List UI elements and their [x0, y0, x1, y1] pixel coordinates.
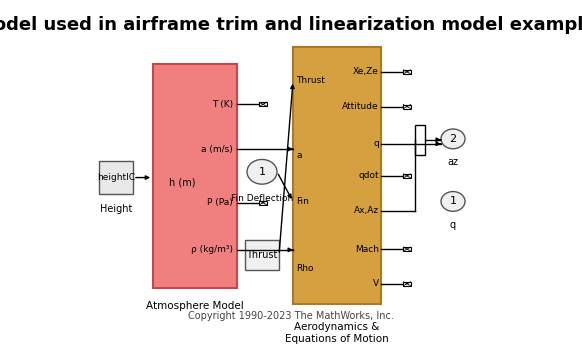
Circle shape [247, 160, 277, 184]
FancyBboxPatch shape [415, 125, 425, 154]
Text: qdot: qdot [359, 171, 379, 180]
Bar [260, 201, 267, 205]
FancyBboxPatch shape [99, 161, 133, 194]
Bar [403, 247, 411, 251]
Text: Attitude: Attitude [342, 102, 379, 111]
Bar [403, 282, 411, 286]
Text: Xe,Ze: Xe,Ze [353, 67, 379, 76]
Text: 2: 2 [449, 134, 456, 144]
Text: Copyright 1990-2023 The MathWorks, Inc.: Copyright 1990-2023 The MathWorks, Inc. [188, 311, 394, 321]
Text: Thrust: Thrust [246, 250, 278, 260]
Text: 1: 1 [258, 167, 265, 177]
Text: Atmosphere Model: Atmosphere Model [146, 301, 244, 311]
Text: 1: 1 [449, 196, 456, 206]
Text: Mach: Mach [355, 245, 379, 254]
Bar [260, 102, 267, 106]
Text: Aerodynamics &
Equations of Motion: Aerodynamics & Equations of Motion [285, 322, 389, 344]
Bar [403, 174, 411, 178]
Text: Fin: Fin [296, 197, 309, 206]
Circle shape [441, 129, 465, 149]
Text: Rho: Rho [296, 264, 314, 273]
Text: T (K): T (K) [212, 100, 233, 109]
Text: q: q [373, 139, 379, 148]
FancyBboxPatch shape [153, 64, 237, 288]
Text: heightIC: heightIC [97, 173, 135, 182]
Text: P (Pa): P (Pa) [207, 198, 233, 207]
Text: q: q [450, 220, 456, 230]
Text: ρ (kg/m³): ρ (kg/m³) [191, 245, 233, 254]
Text: Fin Deflection: Fin Deflection [231, 194, 293, 203]
Text: Model used in airframe trim and linearization model examples: Model used in airframe trim and lineariz… [0, 16, 582, 34]
Text: a (m/s): a (m/s) [201, 145, 233, 154]
Bar [403, 104, 411, 109]
FancyBboxPatch shape [245, 240, 279, 270]
Circle shape [441, 192, 465, 211]
FancyBboxPatch shape [293, 48, 381, 304]
Text: a: a [296, 151, 301, 160]
Text: Height: Height [100, 204, 132, 214]
Text: Thrust: Thrust [296, 76, 325, 85]
Text: V: V [373, 279, 379, 288]
Text: Ax,Az: Ax,Az [354, 206, 379, 215]
Text: h (m): h (m) [169, 178, 196, 188]
Text: az: az [448, 157, 459, 167]
Bar [403, 70, 411, 74]
